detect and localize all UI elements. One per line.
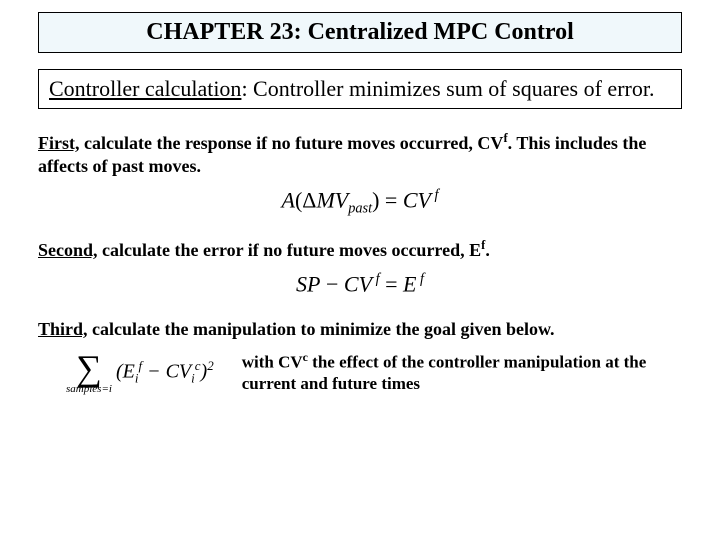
subheading-label: Controller calculation: [49, 76, 241, 101]
step-1-label: First,: [38, 133, 79, 153]
step-2-label: Second,: [38, 240, 98, 260]
chapter-title-box: CHAPTER 23: Centralized MPC Control: [38, 12, 682, 53]
step-2-text: Second, calculate the error if no future…: [38, 238, 682, 262]
step-3-text: Third, calculate the manipulation to min…: [38, 318, 682, 341]
subheading-rest: : Controller minimizes sum of squares of…: [241, 76, 654, 101]
sigma-icon: ∑: [76, 350, 102, 386]
equation-3: ∑ samples=i (Eif − CVic)2: [38, 350, 214, 395]
step-3-label: Third,: [38, 319, 88, 339]
equation-1: A(ΔMVpast) = CV f: [38, 187, 682, 218]
step-1-text: First, calculate the response if no futu…: [38, 131, 682, 177]
equation-2: SP − CV f = E f: [38, 271, 682, 297]
equation-3-row: ∑ samples=i (Eif − CVic)2 with CVc the e…: [38, 350, 682, 395]
subheading: Controller calculation: Controller minim…: [49, 76, 671, 102]
equation-3-note: with CVc the effect of the controller ma…: [242, 350, 682, 394]
chapter-title: CHAPTER 23: Centralized MPC Control: [49, 19, 671, 46]
subheading-box: Controller calculation: Controller minim…: [38, 69, 682, 109]
